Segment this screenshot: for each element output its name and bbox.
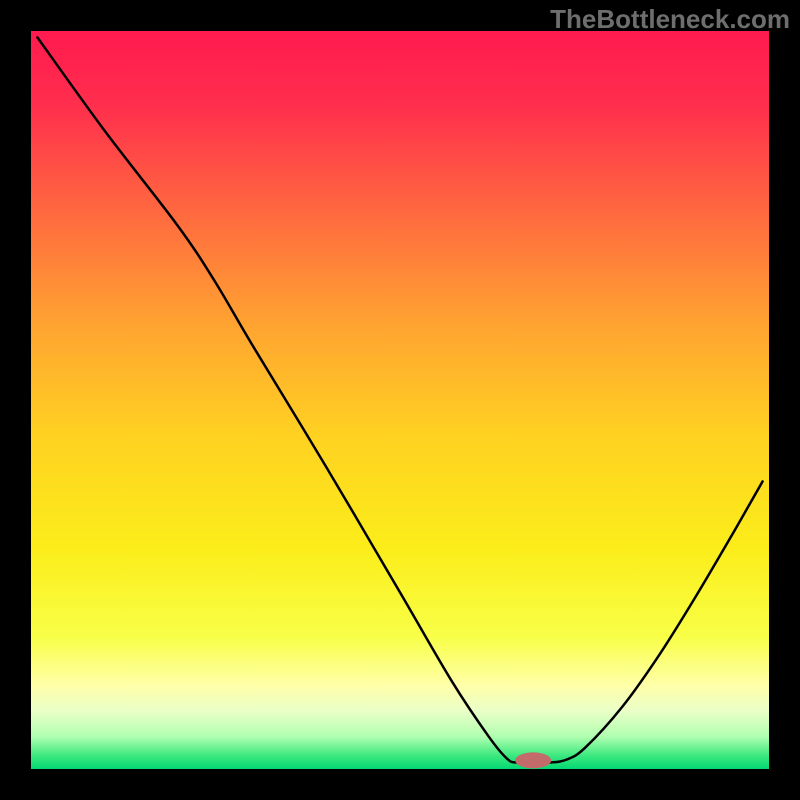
chart-container: TheBottleneck.com	[0, 0, 800, 800]
optimal-point-marker	[515, 752, 551, 768]
watermark-text: TheBottleneck.com	[550, 4, 790, 35]
plot-background	[30, 30, 770, 770]
bottleneck-chart	[0, 0, 800, 800]
